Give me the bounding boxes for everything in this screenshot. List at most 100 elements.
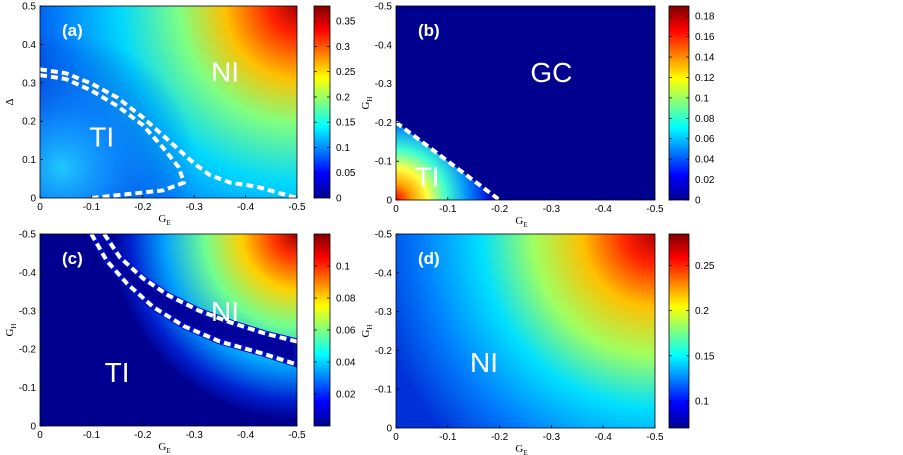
x-tick-label: -0.3 xyxy=(543,432,561,443)
colorbar-tick-label: 0.18 xyxy=(695,12,715,23)
y-tick-label: 0 xyxy=(30,422,36,433)
colorbar-tick-label: 0.1 xyxy=(695,93,709,104)
x-tick-label: -0.1 xyxy=(83,430,101,441)
region-label-ni: NI xyxy=(211,56,239,87)
x-tick-label: -0.5 xyxy=(646,204,664,215)
y-tick-label: -0.4 xyxy=(375,40,393,51)
colorbar-tick-label: 0.35 xyxy=(336,17,356,28)
region-label-ni: NI xyxy=(211,296,239,327)
panel-a: 0 -0.1 -0.2 -0.3 -0.4 -0.5 0 0.1 0.2 0.3 0.4 0.5 GE Δ… xyxy=(4,2,356,228)
panel-label: (b) xyxy=(418,21,440,40)
y-tick-label: -0.4 xyxy=(19,268,37,279)
heatmap-a-layer-1 xyxy=(40,6,297,198)
colorbar-tick-label: 0.2 xyxy=(336,92,350,103)
y-tick-label: -0.5 xyxy=(19,230,37,241)
x-tick-label: -0.5 xyxy=(288,430,306,441)
y-tick-label: -0.1 xyxy=(375,157,393,168)
colorbar-b: 0 0.02 0.04 0.06 0.08 0.1 0.12 0.14 0.16 0.18 xyxy=(668,5,715,207)
colorbar-a: 0 0.05 0.1 0.15 0.2 0.25 0.3 0.35 xyxy=(313,5,356,205)
plot-frame-b xyxy=(395,5,656,201)
colorbar-tick-label: 0.04 xyxy=(695,155,715,166)
region-label-ti: TI xyxy=(89,122,114,153)
heatmap-a xyxy=(40,6,297,198)
x-tick-label: 0 xyxy=(393,432,399,443)
plot-frame-a xyxy=(39,5,298,199)
x-tick-label: -0.1 xyxy=(439,204,457,215)
colorbar-tick-label: 0 xyxy=(336,194,342,205)
y-tick-label: -0.5 xyxy=(375,230,393,241)
colorbar-tick-label: 0.06 xyxy=(336,326,356,337)
panel-label: (d) xyxy=(418,249,440,268)
colorbar-gradient xyxy=(668,5,690,201)
colorbar-tick-label: 0.1 xyxy=(695,396,709,407)
colorbar-tick-label: 0.14 xyxy=(695,53,715,64)
x-tick-label: -0.4 xyxy=(237,430,255,441)
x-tick-label: -0.4 xyxy=(595,204,613,215)
colorbar-c: 0.02 0.04 0.06 0.08 0.1 xyxy=(313,233,356,427)
panel-c: 0 -0.1 -0.2 -0.3 -0.4 -0.5 0 -0.1 -0.2 -0.3 -0.4 -0… xyxy=(4,230,356,455)
x-axis-label: GE xyxy=(158,213,170,227)
phase-boundary-a-1 xyxy=(40,67,297,198)
y-axis-label: Δ xyxy=(4,98,16,105)
y-tick-label: -0.1 xyxy=(19,383,37,394)
x-tick-label: -0.4 xyxy=(237,202,255,213)
colorbar-tick-label: 0.25 xyxy=(695,261,715,272)
y-axis-label: GH xyxy=(4,323,18,336)
colorbar-tick-label: 0 xyxy=(695,196,701,207)
colorbar-tick-label: 0.15 xyxy=(695,351,715,362)
panel-label: (c) xyxy=(62,249,83,268)
y-tick-label: 0 xyxy=(386,424,392,435)
panel-d: 0 -0.1 -0.2 -0.3 -0.4 -0.5 0 -0.1 -0.2 -0.3 -0.4 -0… xyxy=(360,230,715,455)
y-tick-label: 0.1 xyxy=(22,155,36,166)
y-tick-label: -0.3 xyxy=(375,307,393,318)
region-label-ti: TI xyxy=(105,357,130,388)
colorbar-tick-label: 0.05 xyxy=(336,168,356,179)
y-tick-label: 0.4 xyxy=(22,40,36,51)
colorbar-tick-label: 0.15 xyxy=(336,118,356,129)
x-axis-label: GE xyxy=(158,441,170,455)
y-tick-label: 0.3 xyxy=(22,78,36,89)
panel-label: (a) xyxy=(62,21,83,40)
x-tick-label: -0.2 xyxy=(491,432,509,443)
region-label-ti: TI xyxy=(415,162,440,193)
x-tick-label: 0 xyxy=(37,202,43,213)
x-tick-label: -0.2 xyxy=(134,202,152,213)
region-label-ni: NI xyxy=(470,347,498,378)
y-tick-label: -0.5 xyxy=(375,2,393,13)
phase-boundary-a-0 xyxy=(40,73,186,198)
colorbar-tick-label: 0.02 xyxy=(695,175,715,186)
colorbar-d: 0.1 0.15 0.2 0.25 xyxy=(668,233,715,429)
plot-frame-d xyxy=(395,233,656,429)
colorbar-tick-label: 0.04 xyxy=(336,358,356,369)
x-axis-label: GE xyxy=(515,443,527,455)
y-axis-label: GH xyxy=(360,96,374,109)
colorbar-tick-label: 0.08 xyxy=(336,294,356,305)
colorbar-tick-label: 0.06 xyxy=(695,134,715,145)
colorbar-tick-label: 0.1 xyxy=(336,143,350,154)
x-axis-label: GE xyxy=(515,215,527,229)
colorbar-tick-label: 0.3 xyxy=(336,42,350,53)
panel-b: 0 -0.1 -0.2 -0.3 -0.4 -0.5 0 -0.1 -0.2 -0.3 -0.4 -0… xyxy=(360,2,715,230)
phase-boundary-c-1 xyxy=(102,234,297,344)
y-tick-label: -0.2 xyxy=(375,118,393,129)
colorbar-tick-label: 0.08 xyxy=(695,114,715,125)
x-tick-label: -0.3 xyxy=(186,202,204,213)
x-tick-label: -0.3 xyxy=(543,204,561,215)
colorbar-gradient xyxy=(668,233,690,429)
x-tick-label: 0 xyxy=(37,430,43,441)
colorbar-tick-label: 0.16 xyxy=(695,32,715,43)
y-tick-label: 0 xyxy=(30,194,36,205)
region-label-gc: GC xyxy=(530,57,572,88)
heatmap-c xyxy=(40,234,297,426)
heatmap-d-layer-0 xyxy=(396,234,655,428)
phase-boundary-c-0 xyxy=(89,234,297,367)
x-tick-label: -0.2 xyxy=(134,430,152,441)
colorbar-tick-label: 0.1 xyxy=(336,262,350,273)
y-tick-label: -0.2 xyxy=(375,346,393,357)
x-tick-label: -0.5 xyxy=(646,432,664,443)
x-tick-label: -0.1 xyxy=(83,202,101,213)
y-tick-label: 0 xyxy=(386,196,392,207)
plot-frame-c xyxy=(39,233,298,427)
colorbar-tick-label: 0.2 xyxy=(695,306,709,317)
colorbar-gradient xyxy=(313,5,331,199)
